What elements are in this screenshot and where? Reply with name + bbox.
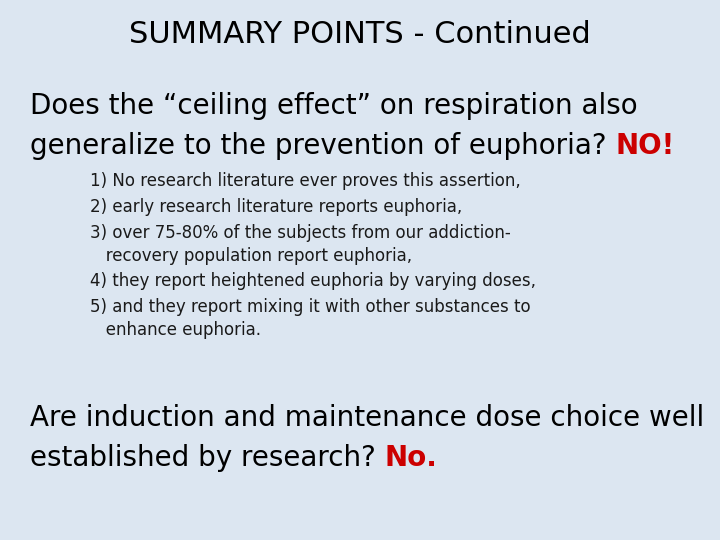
Text: No.: No. [384, 444, 438, 472]
Text: generalize to the prevention of euphoria?: generalize to the prevention of euphoria… [30, 132, 616, 160]
Text: 1) No research literature ever proves this assertion,: 1) No research literature ever proves th… [90, 172, 521, 190]
Text: Does the “ceiling effect” on respiration also: Does the “ceiling effect” on respiration… [30, 92, 638, 120]
Text: 2) early research literature reports euphoria,: 2) early research literature reports eup… [90, 198, 462, 216]
Text: 5) and they report mixing it with other substances to
   enhance euphoria.: 5) and they report mixing it with other … [90, 298, 531, 339]
Text: Are induction and maintenance dose choice well: Are induction and maintenance dose choic… [30, 404, 704, 432]
Text: established by research?: established by research? [30, 444, 384, 472]
Text: 3) over 75-80% of the subjects from our addiction-
   recovery population report: 3) over 75-80% of the subjects from our … [90, 224, 510, 265]
Text: NO!: NO! [616, 132, 675, 160]
Text: SUMMARY POINTS - Continued: SUMMARY POINTS - Continued [129, 20, 591, 49]
Text: 4) they report heightened euphoria by varying doses,: 4) they report heightened euphoria by va… [90, 272, 536, 290]
